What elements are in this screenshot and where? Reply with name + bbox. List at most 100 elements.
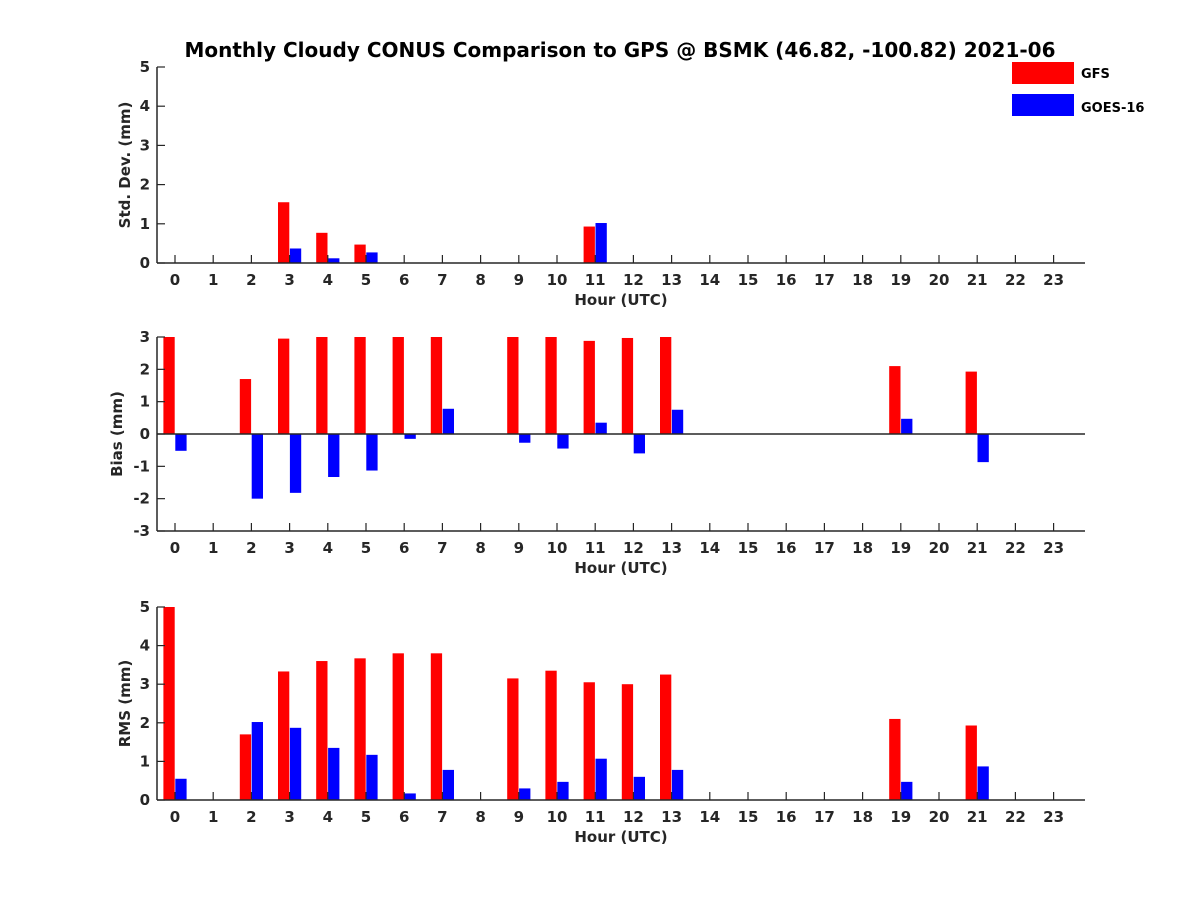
- bias-x-tick-label: 4: [323, 539, 333, 557]
- bias-x-tick-label: 10: [547, 539, 568, 557]
- rms-x-tick-label: 3: [284, 808, 294, 826]
- bias-x-tick-label: 3: [284, 539, 294, 557]
- rms-x-tick-label: 11: [585, 808, 606, 826]
- rms-x-tick-label: 17: [814, 808, 835, 826]
- bias-x-tick-label: 23: [1043, 539, 1064, 557]
- bias-bar-goes16-7: [442, 408, 454, 434]
- rms-y-tick-label: 1: [140, 752, 150, 770]
- rms-bar-goes16-10: [557, 781, 569, 800]
- bias-bar-goes16-19: [901, 418, 913, 434]
- bias-bar-gfs-13: [660, 337, 672, 434]
- std-dev-x-tick-label: 8: [475, 271, 485, 289]
- bias-y-tick-label: -2: [133, 490, 150, 508]
- bias-y-tick-label: 3: [140, 328, 150, 346]
- rms-x-tick-label: 12: [623, 808, 644, 826]
- bias-bar-gfs-0: [163, 337, 175, 434]
- bias-bar-gfs-12: [621, 337, 634, 434]
- std-dev-y-tick-label: 1: [140, 215, 150, 233]
- rms-bar-goes16-3: [289, 727, 302, 800]
- bias-bar-gfs-9: [507, 337, 519, 434]
- bias-x-tick-label: 14: [699, 539, 720, 557]
- bias-bar-goes16-10: [557, 434, 569, 449]
- bias-x-tick-label: 1: [208, 539, 218, 557]
- bias-bar-gfs-7: [430, 337, 443, 434]
- std-dev-x-tick-label: 18: [852, 271, 873, 289]
- rms-x-tick-label: 5: [361, 808, 371, 826]
- bias-x-tick-label: 9: [514, 539, 524, 557]
- bias-x-tick-label: 8: [475, 539, 485, 557]
- std-dev-x-tick-label: 7: [437, 271, 447, 289]
- rms-bar-gfs-12: [621, 684, 634, 800]
- rms-y-tick-label: 2: [140, 714, 150, 732]
- std-dev-x-tick-label: 11: [585, 271, 606, 289]
- bias-x-tick-label: 5: [361, 539, 371, 557]
- std-dev-bar-gfs-4: [316, 232, 328, 263]
- bias-bar-gfs-5: [354, 337, 366, 434]
- rms-bar-goes16-4: [328, 747, 340, 800]
- std-dev-x-tick-label: 23: [1043, 271, 1064, 289]
- rms-bar-gfs-3: [278, 671, 290, 800]
- bias-x-tick-label: 17: [814, 539, 835, 557]
- rms-x-tick-label: 0: [170, 808, 180, 826]
- rms-x-tick-label: 8: [475, 808, 485, 826]
- bias-bar-goes16-12: [633, 434, 645, 454]
- std-dev-y-axis-label: Std. Dev. (mm): [116, 102, 134, 229]
- rms-bar-goes16-7: [442, 769, 454, 800]
- bias-y-tick-label: 1: [140, 393, 150, 411]
- bias-bar-goes16-9: [519, 434, 531, 443]
- std-dev-y-tick-label: 0: [140, 254, 150, 272]
- std-dev-x-tick-label: 15: [738, 271, 759, 289]
- std-dev-bar-gfs-11: [583, 226, 595, 263]
- bias-x-tick-label: 11: [585, 539, 606, 557]
- std-dev-x-tick-label: 19: [890, 271, 911, 289]
- rms-bar-gfs-5: [354, 658, 366, 800]
- bias-bar-gfs-4: [316, 337, 328, 434]
- bias-bar-gfs-6: [392, 337, 404, 434]
- bias-bar-goes16-6: [404, 434, 416, 439]
- std-dev-y-tick-label: 5: [140, 58, 150, 76]
- std-dev-bar-gfs-5: [354, 244, 366, 263]
- std-dev-x-tick-label: 17: [814, 271, 835, 289]
- bias-bar-gfs-10: [545, 337, 557, 434]
- std-dev-y-tick-label: 3: [140, 136, 150, 154]
- legend-label-gfs: GFS: [1081, 67, 1110, 82]
- rms-y-tick-label: 5: [140, 598, 150, 616]
- std-dev-bar-goes16-11: [595, 223, 607, 263]
- rms-bar-gfs-4: [316, 661, 328, 800]
- bias-bar-goes16-0: [175, 434, 187, 451]
- std-dev-x-tick-label: 16: [776, 271, 797, 289]
- bias-x-tick-label: 0: [170, 539, 180, 557]
- rms-bar-goes16-6: [404, 793, 416, 800]
- bias-x-tick-label: 12: [623, 539, 644, 557]
- bias-bar-gfs-3: [278, 338, 290, 434]
- rms-x-tick-label: 23: [1043, 808, 1064, 826]
- rms-bar-gfs-13: [660, 674, 672, 800]
- bias-bar-gfs-21: [965, 371, 977, 434]
- std-dev-x-tick-label: 5: [361, 271, 371, 289]
- rms-bar-goes16-9: [519, 788, 531, 800]
- bias-bar-goes16-4: [328, 434, 340, 478]
- rms-x-tick-label: 4: [323, 808, 333, 826]
- bias-x-tick-label: 13: [661, 539, 682, 557]
- rms-bar-goes16-12: [633, 776, 645, 800]
- rms-x-tick-label: 1: [208, 808, 218, 826]
- std-dev-bar-gfs-3: [278, 202, 290, 263]
- std-dev-bar-goes16-3: [289, 248, 302, 263]
- bias-x-tick-label: 18: [852, 539, 873, 557]
- rms-bar-goes16-19: [901, 781, 913, 800]
- rms-y-tick-label: 3: [140, 675, 150, 693]
- rms-bar-gfs-21: [965, 725, 977, 800]
- rms-x-tick-label: 14: [699, 808, 720, 826]
- rms-x-tick-label: 21: [967, 808, 988, 826]
- bias-x-tick-label: 2: [246, 539, 256, 557]
- bias-y-tick-label: 0: [140, 425, 150, 443]
- rms-x-tick-label: 15: [738, 808, 759, 826]
- rms-x-tick-label: 7: [437, 808, 447, 826]
- bias-x-tick-label: 22: [1005, 539, 1026, 557]
- rms-bar-goes16-5: [366, 754, 378, 800]
- bias-x-tick-label: 19: [890, 539, 911, 557]
- bias-bar-goes16-11: [595, 422, 607, 434]
